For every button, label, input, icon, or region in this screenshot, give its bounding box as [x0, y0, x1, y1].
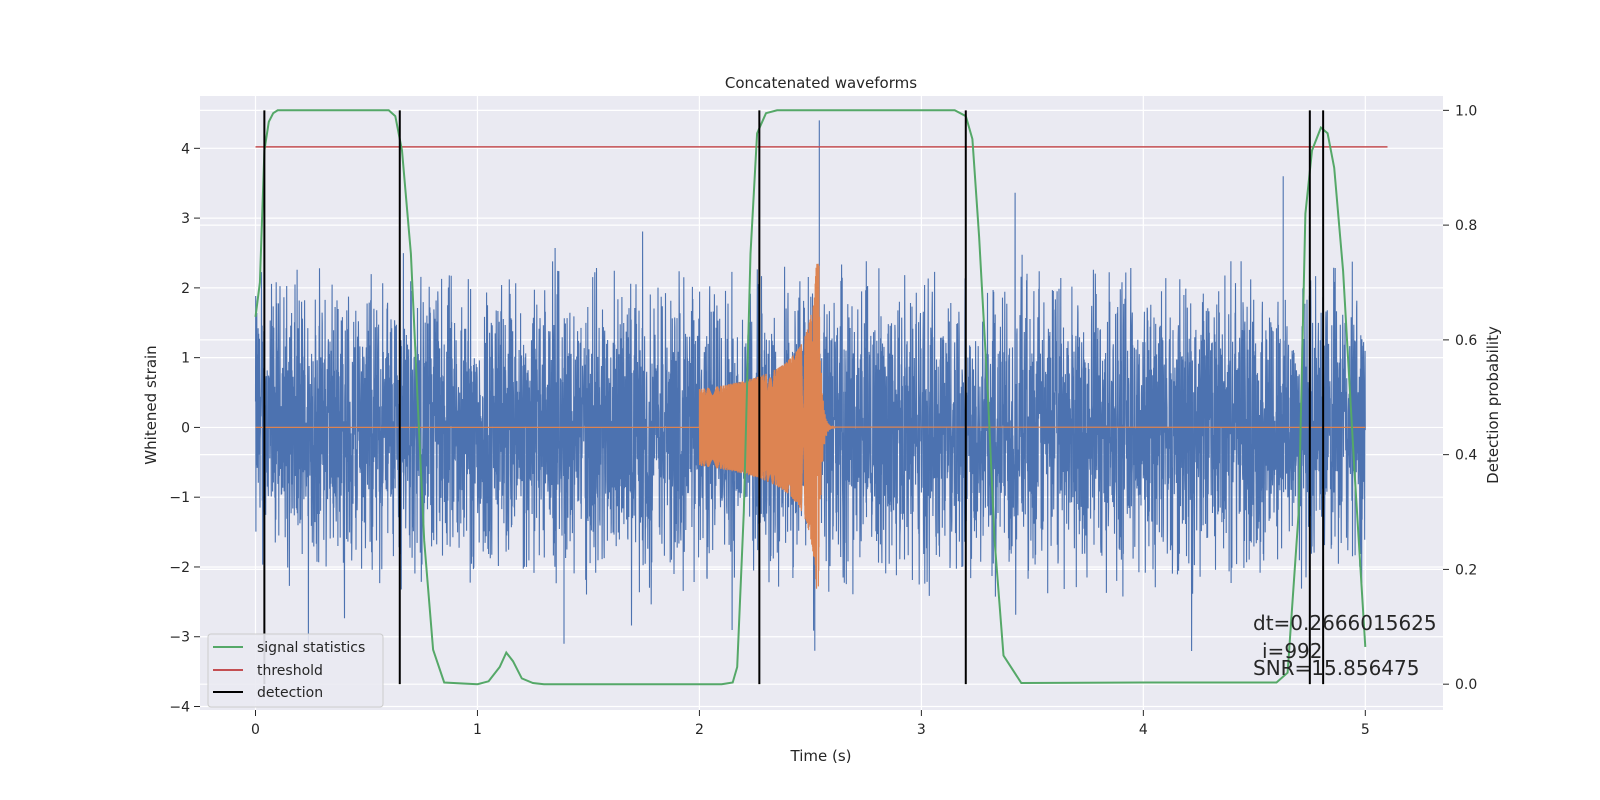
- legend-label-signal-statistics: signal statistics: [257, 640, 365, 656]
- y-tick-label: −1: [169, 490, 190, 506]
- y-tick-label: 4: [181, 141, 190, 157]
- legend-label-threshold: threshold: [257, 663, 323, 679]
- series-injected-chirp: [255, 263, 1366, 589]
- x-axis-label: Time (s): [790, 747, 852, 765]
- y-right-tick-label: 0.4: [1455, 448, 1477, 464]
- left-axis-ticks: −4 −3 −2 −1 0 1 2 3 4: [169, 141, 200, 716]
- annotation-dt: dt=0.2666015625: [1253, 611, 1437, 635]
- x-tick-label: 0: [251, 722, 260, 738]
- grid: [200, 96, 1443, 710]
- y-tick-label: 3: [181, 211, 190, 227]
- legend: signal statistics threshold detection: [207, 633, 384, 708]
- annotation-snr: SNR=15.856475: [1253, 656, 1419, 680]
- y-tick-label: −3: [169, 630, 190, 646]
- chart-title: Concatenated waveforms: [725, 74, 917, 92]
- y-axis-label-right: Detection probability: [1484, 326, 1502, 484]
- y-tick-label: 2: [181, 281, 190, 297]
- x-axis-ticks: 0 1 2 3 4 5: [251, 710, 1370, 738]
- x-tick-label: 1: [473, 722, 482, 738]
- x-tick-label: 4: [1139, 722, 1148, 738]
- right-axis-ticks: 0.0 0.2 0.4 0.6 0.8 1.0: [1443, 103, 1477, 693]
- x-tick-label: 5: [1361, 722, 1370, 738]
- y-right-tick-label: 0.0: [1455, 677, 1477, 693]
- y-right-tick-label: 1.0: [1455, 103, 1477, 119]
- legend-frame: [207, 633, 384, 708]
- x-tick-label: 2: [695, 722, 704, 738]
- y-tick-label: −2: [169, 560, 190, 576]
- y-tick-label: 0: [181, 420, 190, 436]
- y-tick-label: 1: [181, 351, 190, 367]
- legend-label-detection: detection: [257, 685, 323, 701]
- series-signal-statistics: [254, 109, 1367, 686]
- y-right-tick-label: 0.2: [1455, 562, 1477, 578]
- y-right-tick-label: 0.8: [1455, 218, 1477, 234]
- series-layer: [254, 109, 1388, 686]
- annotation-i: i=992: [1262, 639, 1323, 663]
- y-axis-label-left: Whitened strain: [142, 345, 160, 464]
- y-right-tick-label: 0.6: [1455, 333, 1477, 349]
- x-tick-label: 3: [917, 722, 926, 738]
- annotation-block: dt=0.2666015625 i=992 SNR=15.856475: [1253, 611, 1437, 680]
- y-tick-label: −4: [169, 700, 190, 716]
